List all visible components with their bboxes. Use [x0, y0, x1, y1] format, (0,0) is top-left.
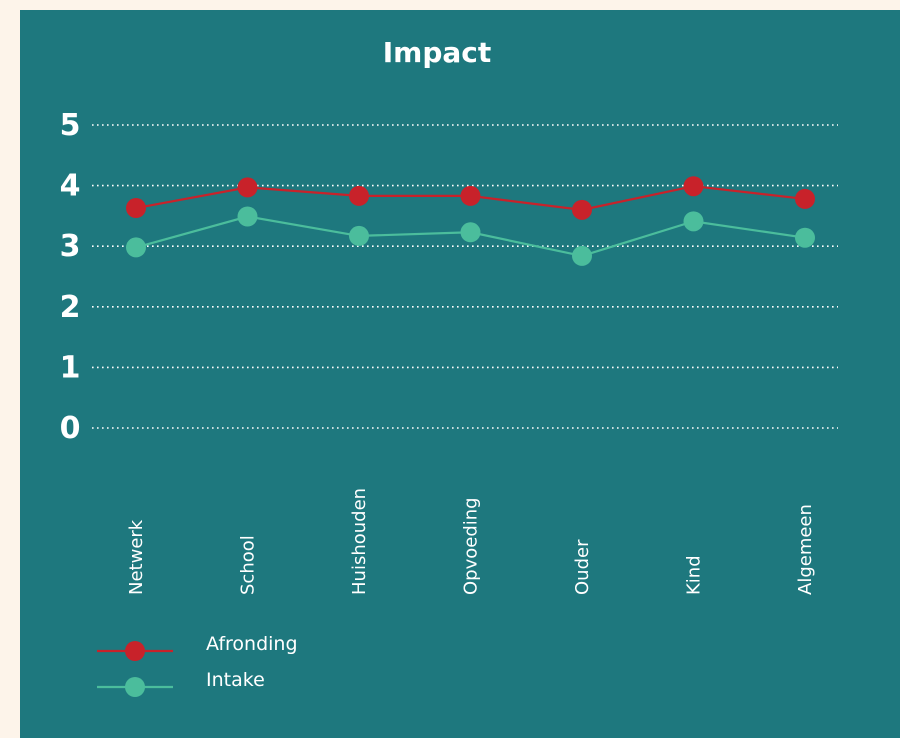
grid-lines [92, 124, 838, 429]
series-afronding [126, 176, 815, 220]
data-point [237, 177, 258, 198]
x-category-label: School [238, 535, 259, 595]
data-point [572, 245, 592, 266]
x-category-label: Ouder [572, 539, 593, 595]
y-axis-ticks: 0 1 2 3 4 5 [60, 108, 81, 446]
data-point [683, 211, 704, 232]
x-category-label: Netwerk [126, 519, 147, 595]
data-point [126, 198, 146, 219]
line-chart: Impact 0 1 2 3 4 5 Netwerk School Huishouden Opv… [60, 36, 838, 697]
data-point [460, 222, 481, 243]
x-axis-labels: Netwerk School Huishouden Opvoeding Ouder Kin… [126, 488, 816, 595]
y-tick-label: 4 [60, 169, 81, 204]
data-point [795, 227, 815, 248]
x-category-label: Algemeen [795, 504, 816, 595]
data-point [683, 176, 704, 197]
data-point [126, 237, 146, 258]
legend-marker [125, 677, 145, 697]
data-point [795, 188, 815, 209]
legend-item: Afronding [97, 633, 298, 661]
legend-marker [125, 641, 145, 661]
chart-card: Impact 0 1 2 3 4 5 Netwerk School Huishouden Opv… [20, 10, 900, 738]
legend-label: Intake [206, 669, 265, 691]
series-group [126, 176, 815, 266]
y-tick-label: 0 [60, 411, 81, 446]
chart-title: Impact [383, 36, 492, 69]
data-point [349, 225, 369, 246]
y-tick-label: 2 [60, 290, 81, 325]
data-point [237, 206, 258, 227]
legend-label: Afronding [206, 633, 298, 655]
data-point [349, 185, 369, 206]
y-tick-label: 3 [60, 229, 81, 264]
y-tick-label: 5 [60, 108, 81, 143]
legend-item: Intake [97, 669, 265, 697]
x-category-label: Opvoeding [461, 497, 482, 595]
data-point [460, 185, 481, 206]
y-tick-label: 1 [60, 350, 81, 385]
legend: Afronding Intake [97, 633, 298, 697]
x-category-label: Kind [684, 555, 705, 595]
data-point [572, 199, 592, 220]
x-category-label: Huishouden [349, 488, 370, 595]
series-intake [126, 206, 815, 266]
